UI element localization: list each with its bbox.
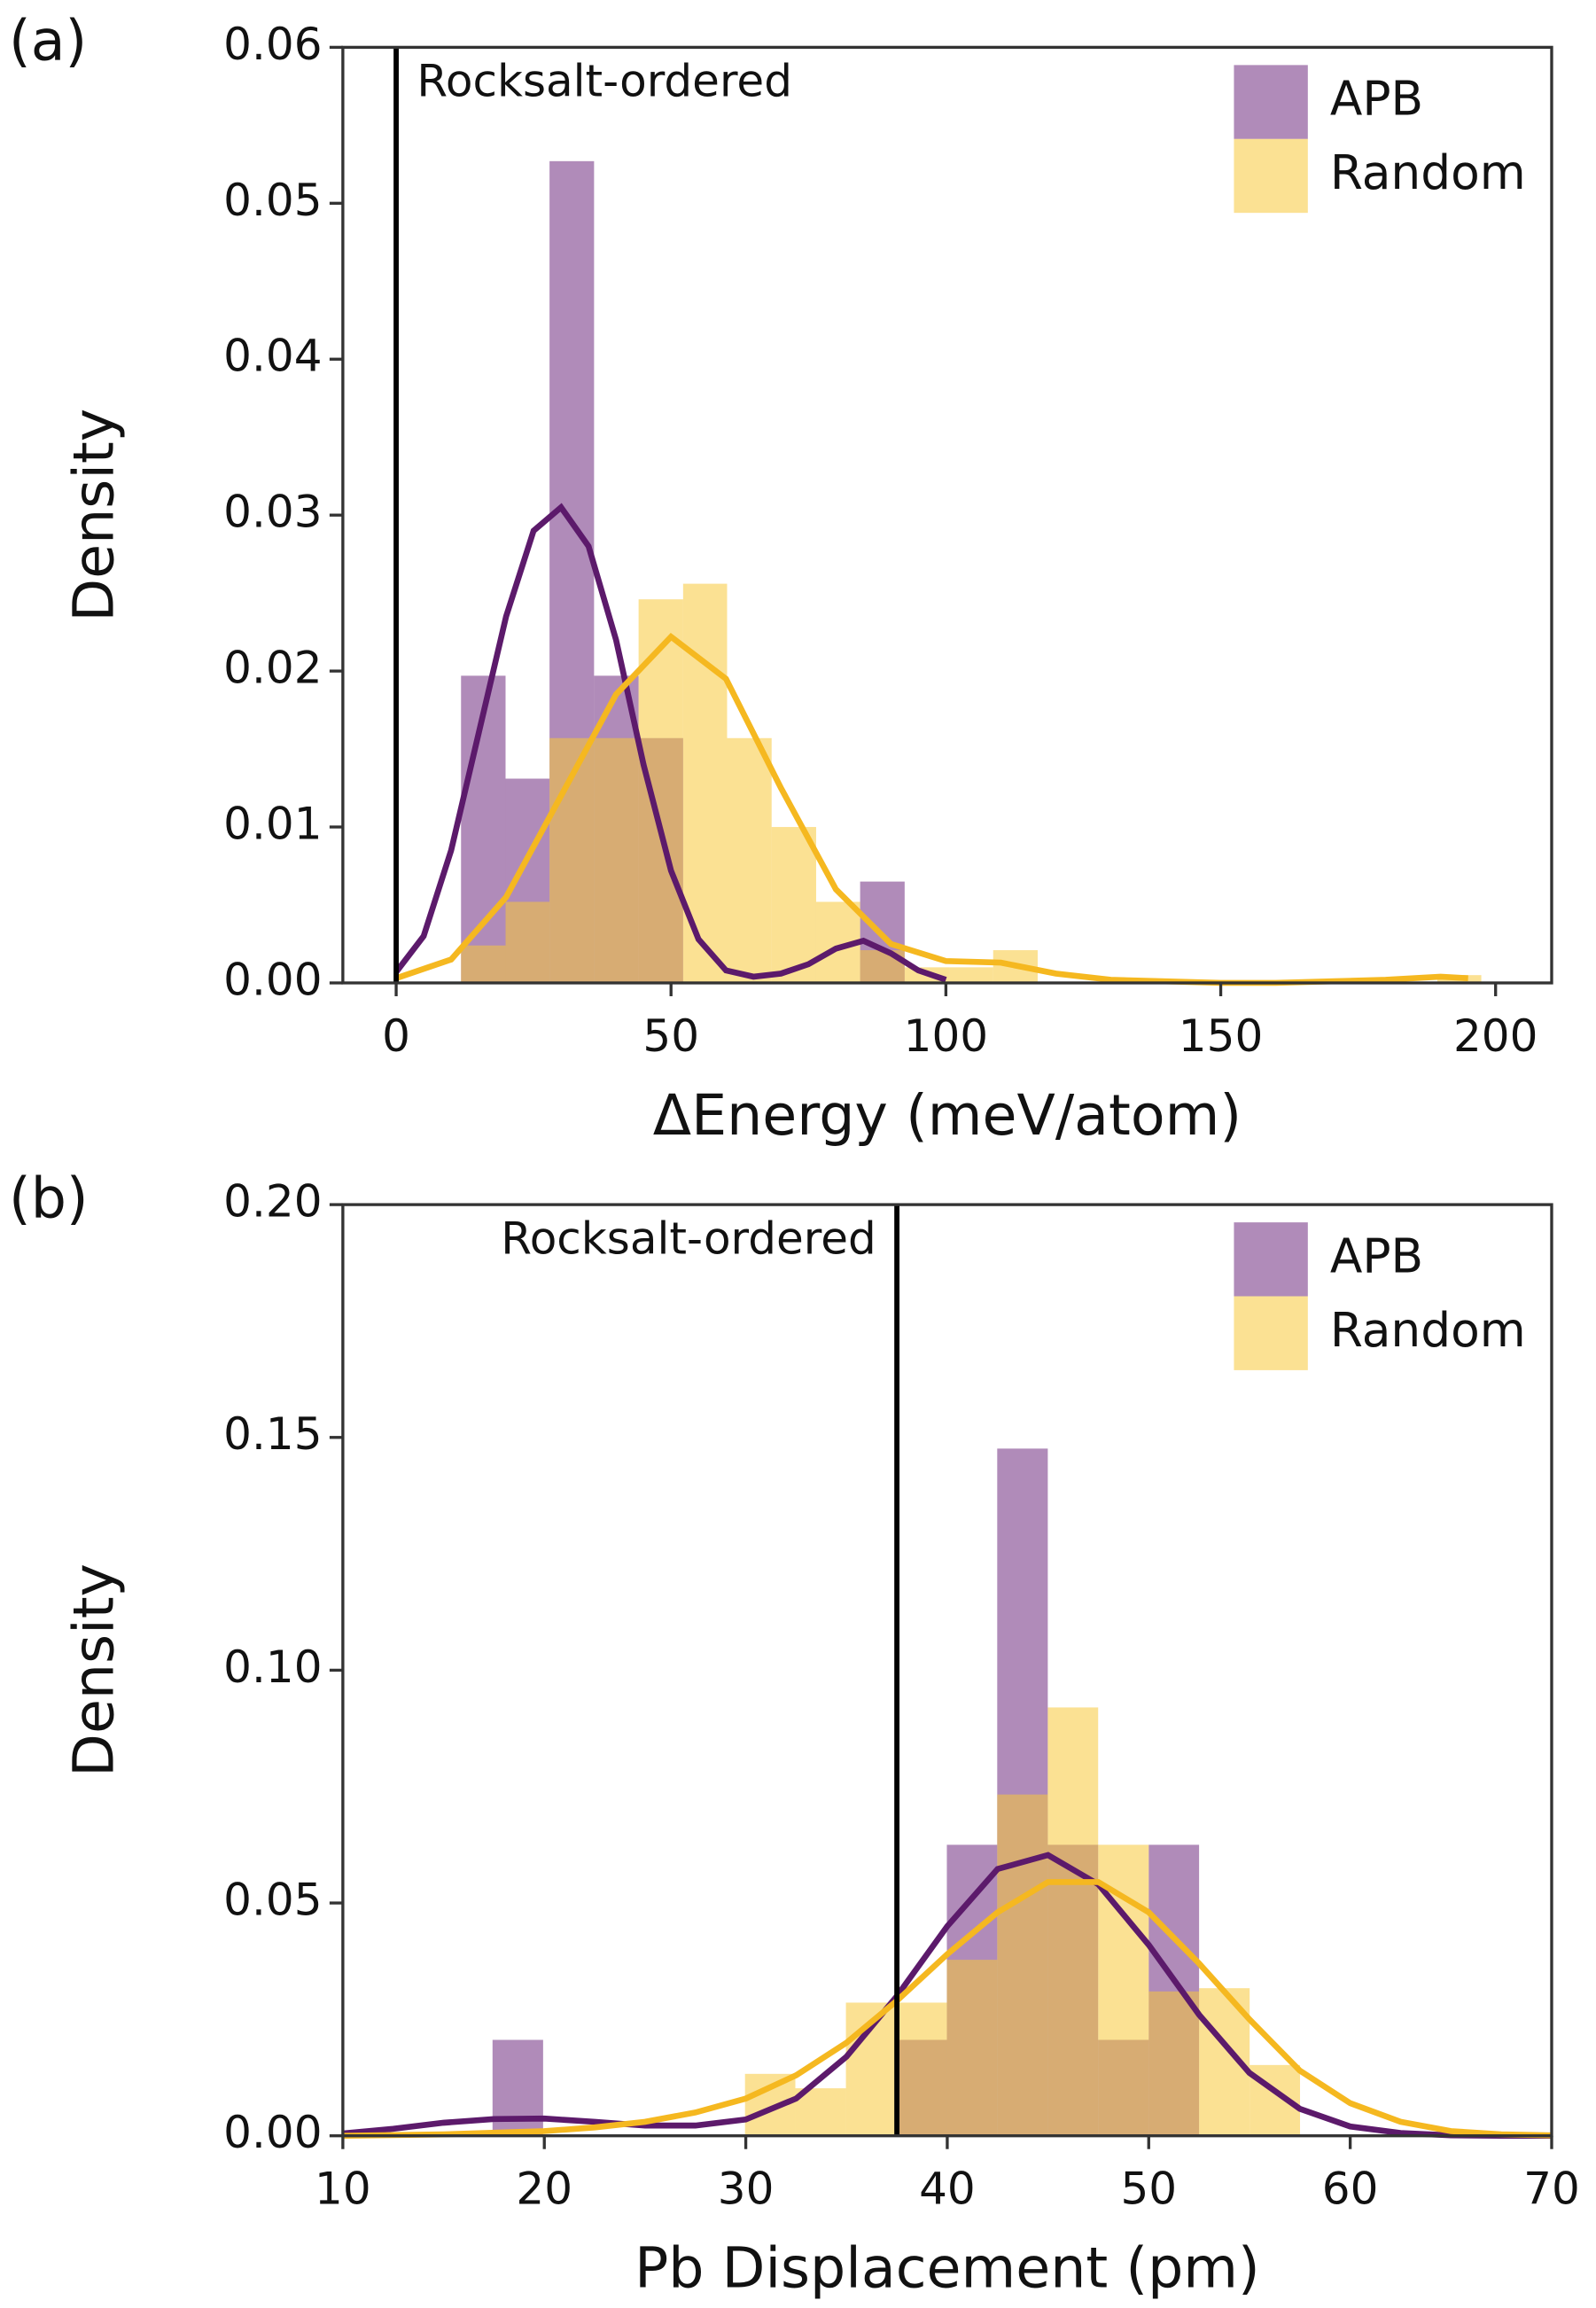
legend-label: Random bbox=[1330, 1302, 1526, 1358]
histogram-bar bbox=[795, 2088, 846, 2136]
x-tick-label: 0 bbox=[382, 1010, 410, 1062]
legend-swatch bbox=[1234, 138, 1308, 214]
histogram-bar bbox=[997, 1794, 1048, 2136]
x-tick-label: 50 bbox=[1120, 2164, 1177, 2215]
histogram-bar bbox=[946, 1960, 998, 2136]
x-tick-label: 10 bbox=[315, 2164, 371, 2215]
x-axis-label: Pb Displacement (pm) bbox=[635, 2235, 1260, 2301]
histogram-bar bbox=[461, 945, 506, 983]
legend-label: Random bbox=[1330, 144, 1526, 200]
y-tick-label: 0.20 bbox=[223, 1176, 322, 1228]
legend-swatch bbox=[1234, 1222, 1308, 1297]
kde-line bbox=[393, 503, 947, 983]
y-tick-label: 0.00 bbox=[223, 954, 322, 1005]
x-tick-label: 70 bbox=[1523, 2164, 1580, 2215]
histogram-bar bbox=[1047, 1707, 1099, 2136]
y-tick-label: 0.04 bbox=[223, 331, 322, 382]
y-tick-label: 0.06 bbox=[223, 19, 322, 70]
x-tick-label: 60 bbox=[1322, 2164, 1379, 2215]
legend-label: APB bbox=[1330, 71, 1423, 127]
y-tick-label: 0.00 bbox=[223, 2107, 322, 2158]
panel-label: (a) bbox=[9, 8, 87, 74]
y-axis-label: Density bbox=[61, 409, 127, 622]
y-tick-label: 0.05 bbox=[223, 175, 322, 226]
kde-line bbox=[342, 1879, 1553, 2140]
x-axis-label: ΔEnergy (meV/atom) bbox=[653, 1082, 1242, 1148]
y-tick-label: 0.01 bbox=[223, 799, 322, 850]
legend-swatch bbox=[1234, 1296, 1308, 1370]
histogram-bar bbox=[594, 737, 639, 983]
annotation: Rocksalt-ordered bbox=[417, 56, 792, 107]
histogram-bar bbox=[949, 967, 993, 983]
y-axis-label: Density bbox=[61, 1563, 127, 1777]
y-tick-label: 0.03 bbox=[223, 487, 322, 538]
x-tick-label: 20 bbox=[516, 2164, 572, 2215]
x-tick-label: 150 bbox=[1179, 1010, 1263, 1062]
histogram-bar bbox=[771, 827, 816, 983]
legend-label: APB bbox=[1330, 1228, 1423, 1283]
kde-line bbox=[342, 1852, 1552, 2140]
histogram-bar bbox=[638, 599, 683, 983]
x-tick-label: 100 bbox=[904, 1010, 988, 1062]
histogram-bar bbox=[505, 901, 550, 983]
histogram-bar bbox=[461, 675, 506, 983]
y-tick-label: 0.02 bbox=[223, 643, 322, 694]
histogram-bar bbox=[1148, 1991, 1200, 2136]
x-tick-label: 50 bbox=[642, 1010, 699, 1062]
x-tick-label: 30 bbox=[718, 2164, 775, 2215]
annotation: Rocksalt-ordered bbox=[501, 1212, 876, 1264]
panel-label: (b) bbox=[9, 1165, 89, 1230]
y-tick-label: 0.05 bbox=[223, 1875, 322, 1926]
histogram-bar bbox=[727, 737, 772, 983]
y-tick-label: 0.10 bbox=[223, 1641, 322, 1693]
x-tick-label: 200 bbox=[1453, 1010, 1538, 1062]
legend-swatch bbox=[1234, 65, 1308, 139]
x-tick-label: 40 bbox=[919, 2164, 976, 2215]
y-tick-label: 0.15 bbox=[223, 1408, 322, 1460]
histogram-bar bbox=[896, 2002, 947, 2136]
